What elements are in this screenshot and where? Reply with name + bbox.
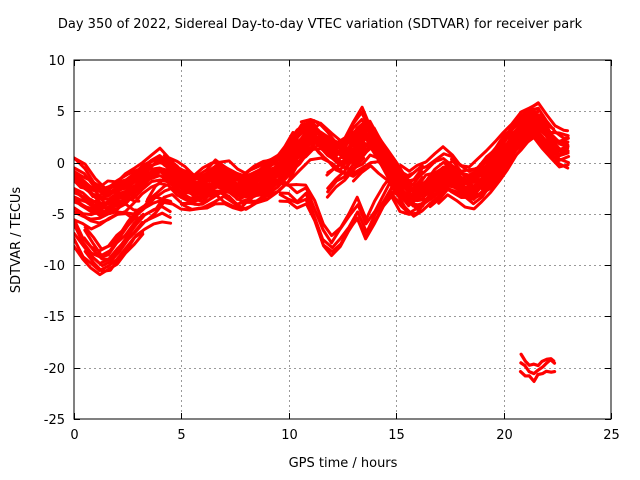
data-trace [244, 134, 399, 202]
data-trace [171, 149, 295, 193]
data-trace [278, 172, 402, 238]
x-axis-title: GPS time / hours [289, 456, 398, 471]
x-tick-labels: 0 5 10 15 20 25 [70, 428, 619, 443]
data-trace [437, 135, 570, 211]
data-trace [74, 169, 227, 207]
data-trace [171, 151, 295, 202]
data-trace [83, 198, 173, 257]
x-tick-label: 20 [496, 428, 513, 443]
y-tick-label: 0 [57, 157, 65, 172]
y-tick-label: -25 [44, 413, 65, 428]
x-tick-label: 5 [177, 428, 185, 443]
data-trace [171, 130, 295, 179]
data-trace [74, 202, 140, 217]
x-tick-label: 25 [603, 428, 620, 443]
data-trace [74, 156, 226, 194]
data-trace [171, 139, 295, 186]
y-axis-title: SDTVAR / TECUs [9, 187, 24, 294]
y-tick-label: -10 [44, 259, 65, 274]
data-trace [74, 212, 145, 259]
data-trace [171, 143, 295, 192]
y-tick-label: 10 [48, 54, 65, 69]
data-trace [519, 352, 556, 368]
data-trace [74, 173, 226, 211]
plot-frame [73, 59, 612, 420]
data-trace [74, 210, 140, 221]
data-trace [179, 156, 366, 211]
y-tick-label: -20 [44, 362, 65, 377]
data-trace [83, 220, 173, 273]
data-trace [74, 155, 227, 192]
page-title: Day 350 of 2022, Sidereal Day-to-day VTE… [57, 17, 583, 32]
data-trace [505, 112, 556, 140]
data-trace [437, 132, 570, 201]
y-tick-label: -15 [44, 310, 65, 325]
data-trace [450, 101, 570, 173]
data-trace [244, 123, 398, 191]
data-trace [399, 102, 540, 173]
data-trace [518, 369, 557, 383]
data-trace [326, 131, 442, 200]
data-trace [325, 144, 441, 208]
data-series-group [74, 101, 571, 383]
data-trace [145, 197, 269, 223]
data-trace [74, 195, 141, 212]
x-tick-label: 15 [388, 428, 405, 443]
data-trace [244, 130, 398, 195]
data-trace [326, 137, 441, 201]
data-trace [519, 358, 557, 376]
data-trace [437, 118, 570, 184]
data-trace [83, 211, 172, 268]
x-tick-label: 0 [70, 428, 78, 443]
data-trace [326, 119, 441, 187]
x-tick-label: 10 [281, 428, 298, 443]
y-tick-labels: 10 5 0 -5 -10 -15 -20 -25 [44, 54, 65, 428]
data-trace [437, 126, 570, 194]
y-tick-label: -5 [52, 208, 65, 223]
y-tick-label: 5 [57, 105, 65, 120]
data-trace [437, 121, 570, 190]
data-trace [278, 184, 403, 250]
data-trace [278, 190, 403, 254]
tick-marks [73, 59, 613, 421]
